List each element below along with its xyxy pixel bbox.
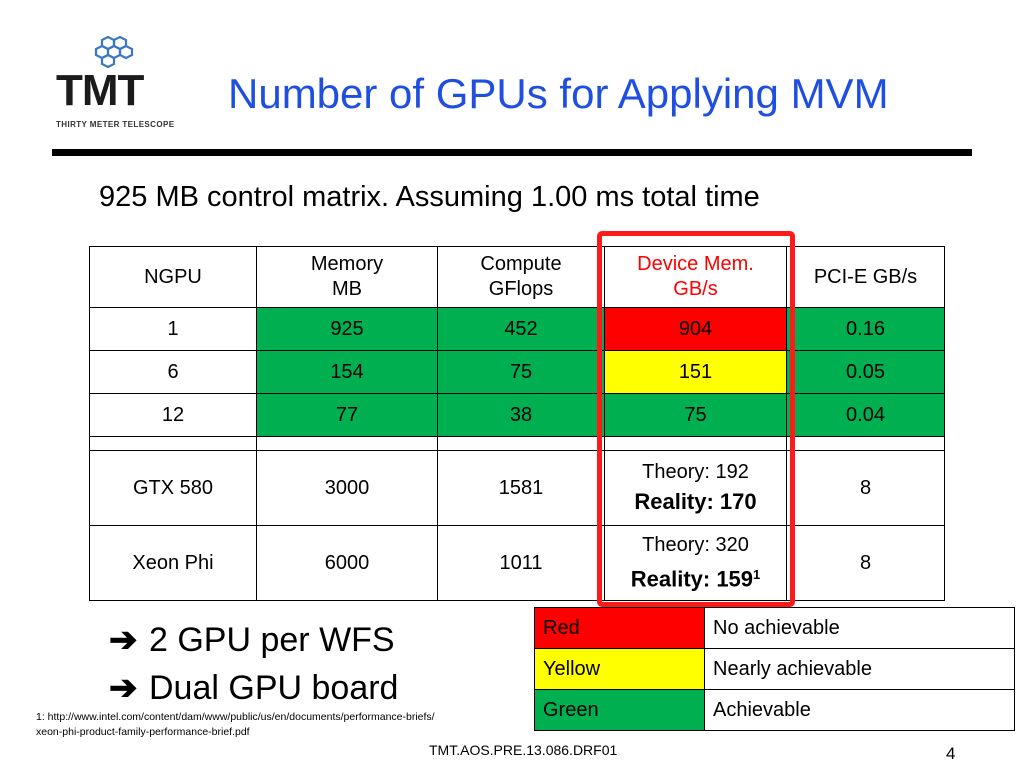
- spacer-cell: [89, 436, 257, 451]
- legend-color: Red: [534, 607, 705, 649]
- cell-pcie: 8: [786, 450, 945, 526]
- legend-row: Yellow Nearly achievable: [534, 648, 1015, 690]
- table-spacer-row: [89, 436, 945, 451]
- cell-pcie: 0.16: [786, 307, 945, 351]
- spacer-cell: [256, 436, 438, 451]
- cell-hardware-name: GTX 580: [89, 450, 257, 526]
- cell-ngpu: 1: [89, 307, 257, 351]
- footnote: 1: http://www.intel.com/content/dam/www/…: [36, 711, 435, 738]
- reality-value: Reality: 170: [634, 489, 757, 514]
- legend-meaning: Achievable: [704, 689, 1015, 731]
- legend-color: Yellow: [534, 648, 705, 690]
- cell-compute: 38: [437, 393, 605, 437]
- header-compute: Compute GFlops: [437, 246, 605, 308]
- arrow-right-icon: ➔: [109, 621, 138, 659]
- bullet-text: 2 GPU per WFS: [149, 621, 395, 659]
- table-row: 1 925 452 904 0.16: [89, 307, 945, 351]
- table-row: 6 154 75 151 0.05: [89, 350, 945, 394]
- header-compute-line2: GFlops: [488, 278, 554, 300]
- cell-memory: 77: [256, 393, 438, 437]
- legend-meaning: Nearly achievable: [704, 648, 1015, 690]
- cell-ngpu: 6: [89, 350, 257, 394]
- legend-row: Red No achievable: [534, 607, 1015, 649]
- hardware-row: Xeon Phi 6000 1011 Theory: 320 Reality: 1…: [89, 525, 945, 601]
- header-ngpu: NGPU: [89, 246, 257, 308]
- tmt-logo: TMT THIRTY METER TELESCOPE: [54, 36, 194, 132]
- bullet-gpu-per-wfs: ➔ 2 GPU per WFS: [109, 620, 395, 660]
- arrow-right-icon: ➔: [109, 669, 138, 707]
- hardware-row: GTX 580 3000 1581 Theory: 192 Reality: 17…: [89, 450, 945, 526]
- hexagon-mirror-icon: [94, 36, 134, 68]
- header-pcie: PCI-E GB/s: [786, 246, 945, 308]
- page-number: 4: [946, 744, 956, 763]
- cell-memory: 6000: [256, 525, 438, 601]
- legend-meaning: No achievable: [704, 607, 1015, 649]
- cell-pcie: 0.04: [786, 393, 945, 437]
- theory-value: Theory: 192: [642, 461, 749, 483]
- cell-memory: 154: [256, 350, 438, 394]
- cell-ngpu: 12: [89, 393, 257, 437]
- cell-pcie: 0.05: [786, 350, 945, 394]
- cell-device-mem: Theory: 320 Reality: 1591: [604, 525, 787, 601]
- color-legend: Red No achievable Yellow Nearly achievab…: [534, 607, 1015, 731]
- cell-device-mem: 75: [604, 393, 787, 437]
- theory-value: Theory: 320: [642, 533, 749, 556]
- cell-compute: 452: [437, 307, 605, 351]
- cell-pcie: 8: [786, 525, 945, 601]
- spacer-cell: [786, 436, 945, 451]
- device-mem-highlight-box: [597, 231, 795, 607]
- reality-value: Reality: 159: [630, 566, 754, 592]
- document-code: TMT.AOS.PRE.13.086.DRF01: [429, 742, 618, 758]
- legend-color: Green: [534, 689, 705, 731]
- header-devmem-line1: Device Mem.: [637, 253, 754, 275]
- cell-compute: 75: [437, 350, 605, 394]
- page-title: Number of GPUs for Applying MVM: [228, 70, 889, 117]
- subtitle: 925 MB control matrix. Assuming 1.00 ms …: [99, 181, 760, 213]
- logo-wordmark: TMT: [56, 66, 144, 115]
- table-header-row: NGPU Memory MB Compute GFlops Device Mem. G…: [89, 246, 945, 308]
- cell-device-mem: Theory: 192 Reality: 170: [604, 450, 787, 526]
- bullet-dual-gpu-board: ➔ Dual GPU board: [109, 668, 398, 708]
- header-devmem-line2: GB/s: [673, 278, 718, 300]
- cell-memory: 3000: [256, 450, 438, 526]
- cell-compute: 1581: [437, 450, 605, 526]
- header-compute-line1: Compute: [480, 253, 562, 275]
- header-memory-line1: Memory: [310, 253, 384, 275]
- header-memory: Memory MB: [256, 246, 438, 308]
- header-device-mem: Device Mem. GB/s: [604, 246, 787, 308]
- table-row: 12 77 38 75 0.04: [89, 393, 945, 437]
- cell-device-mem: 151: [604, 350, 787, 394]
- title-divider: [52, 149, 972, 156]
- spacer-cell: [437, 436, 605, 451]
- cell-hardware-name: Xeon Phi: [89, 525, 257, 601]
- gpu-table: NGPU Memory MB Compute GFlops Device Mem. G…: [89, 246, 945, 601]
- bullet-text: Dual GPU board: [149, 669, 399, 707]
- legend-row: Green Achievable: [534, 689, 1015, 731]
- footnote-marker: 1: [753, 566, 761, 582]
- cell-memory: 925: [256, 307, 438, 351]
- cell-compute: 1011: [437, 525, 605, 601]
- header-memory-line2: MB: [332, 278, 362, 300]
- logo-tagline: THIRTY METER TELESCOPE: [56, 120, 175, 129]
